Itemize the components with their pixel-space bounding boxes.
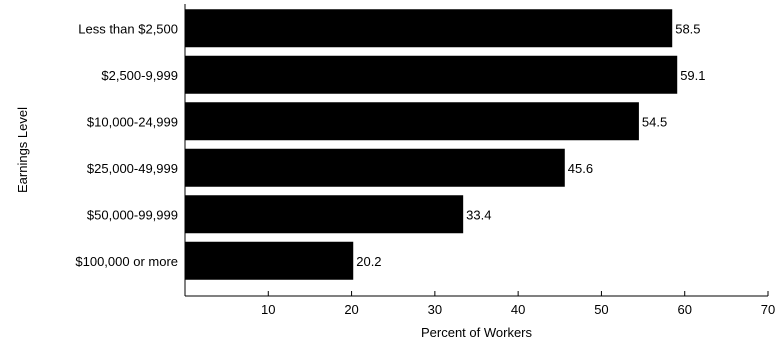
x-tick-label: 70 bbox=[761, 302, 775, 317]
category-label: $50,000-99,999 bbox=[87, 207, 178, 222]
value-labels-group: 58.5 59.1 54.5 45.6 33.4 20.2 bbox=[356, 21, 705, 269]
bar bbox=[185, 9, 673, 48]
value-label: 58.5 bbox=[675, 21, 700, 36]
x-tick-label: 30 bbox=[428, 302, 442, 317]
category-label: Less than $2,500 bbox=[78, 21, 178, 36]
category-label: $100,000 or more bbox=[75, 254, 178, 269]
value-label: 59.1 bbox=[680, 68, 705, 83]
bar bbox=[185, 102, 639, 141]
value-label: 54.5 bbox=[642, 114, 667, 129]
x-axis-title: Percent of Workers bbox=[421, 325, 533, 340]
bar bbox=[185, 241, 354, 280]
y-axis-title: Earnings Level bbox=[15, 107, 30, 193]
bar bbox=[185, 55, 678, 94]
x-ticks-group: 10 20 30 40 50 60 70 bbox=[261, 291, 775, 317]
x-tick-label: 50 bbox=[594, 302, 608, 317]
value-label: 20.2 bbox=[356, 254, 381, 269]
x-tick-label: 40 bbox=[511, 302, 525, 317]
x-tick-label: 60 bbox=[677, 302, 691, 317]
category-label: $10,000-24,999 bbox=[87, 114, 178, 129]
value-label: 45.6 bbox=[568, 161, 593, 176]
x-tick-label: 10 bbox=[261, 302, 275, 317]
category-label: $2,500-9,999 bbox=[101, 68, 178, 83]
value-label: 33.4 bbox=[466, 207, 491, 222]
category-labels-group: Less than $2,500 $2,500-9,999 $10,000-24,9… bbox=[75, 21, 178, 269]
bar bbox=[185, 195, 464, 234]
category-label: $25,000-49,999 bbox=[87, 161, 178, 176]
bar bbox=[185, 148, 565, 187]
bars-group bbox=[185, 9, 678, 280]
x-tick-label: 20 bbox=[344, 302, 358, 317]
